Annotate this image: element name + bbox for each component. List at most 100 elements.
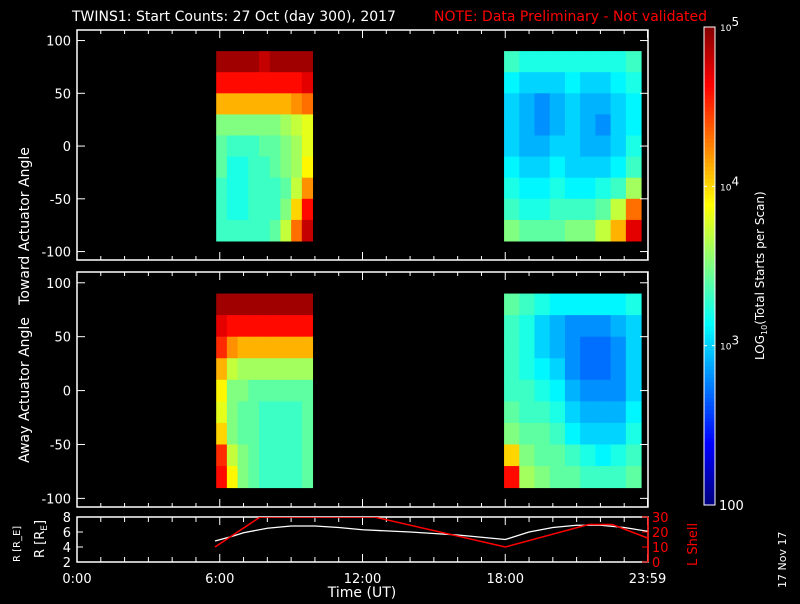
colorbar-segment xyxy=(704,78,715,84)
heatmap-cell xyxy=(269,422,281,445)
colorbar-segment xyxy=(704,497,715,502)
heatmap-cell xyxy=(564,93,581,115)
heatmap-cell xyxy=(259,444,271,467)
colorbar-segment xyxy=(704,369,715,375)
colorbar-segment xyxy=(704,98,715,104)
x-axis-label: Time (UT) xyxy=(327,585,396,600)
heatmap-cell xyxy=(226,72,239,94)
heatmap-cell xyxy=(301,379,314,402)
heatmap-cell xyxy=(534,401,551,424)
heatmap-cell xyxy=(580,358,596,381)
heatmap-cell xyxy=(519,293,536,316)
colorbar-segment xyxy=(704,50,715,56)
heatmap-cell xyxy=(301,444,314,467)
heatmap-cell xyxy=(564,379,581,402)
heatmap-cell xyxy=(291,51,303,73)
colorbar-segment xyxy=(704,293,715,299)
colorbar-segment xyxy=(704,285,715,291)
heatmap-cell xyxy=(269,379,281,402)
colorbar-tick-label: 103 xyxy=(720,334,739,353)
colorbar-segment xyxy=(704,429,715,434)
colorbar-segment xyxy=(704,170,715,175)
colorbar-segment xyxy=(704,106,715,112)
colorbar-segment xyxy=(704,357,715,363)
heatmap-cell xyxy=(534,358,551,381)
heatmap-cell xyxy=(564,135,581,158)
heatmap-cell xyxy=(291,219,303,242)
heatmap-cell xyxy=(291,422,303,445)
heatmap-cell xyxy=(291,358,303,381)
colorbar-segment xyxy=(704,417,715,422)
heatmap-cell xyxy=(564,401,581,424)
heatmap-cell xyxy=(280,315,292,338)
colorbar-segment xyxy=(704,333,715,339)
colorbar-segment xyxy=(704,453,715,458)
colorbar-segment xyxy=(704,114,715,120)
heatmap-cell xyxy=(216,198,228,221)
y-tick-label: 50 xyxy=(54,331,71,346)
heatmap-cell xyxy=(549,114,566,137)
colorbar-segment xyxy=(704,70,715,76)
heatmap-cell xyxy=(269,135,281,158)
heatmap-cell xyxy=(291,401,303,424)
colorbar-segment xyxy=(704,389,715,395)
x-tick-label: 12:00 xyxy=(344,572,381,587)
heatmap-cell xyxy=(580,198,596,221)
heatmap-cell xyxy=(595,466,612,489)
heatmap-cell xyxy=(580,466,596,489)
heatmap-cell xyxy=(280,379,292,402)
colorbar-segment xyxy=(704,401,715,407)
colorbar-segment xyxy=(704,321,715,327)
colorbar-segment xyxy=(704,166,715,171)
heatmap-cell xyxy=(280,177,292,200)
colorbar-segment xyxy=(704,202,715,207)
colorbar-segment xyxy=(704,58,715,64)
colorbar-segment xyxy=(704,214,715,219)
y-tick-label: -100 xyxy=(41,246,71,261)
heatmap-cell xyxy=(237,72,249,94)
colorbar-segment xyxy=(704,194,715,199)
heatmap-cell xyxy=(504,293,520,316)
colorbar-tick-label: 104 xyxy=(720,174,739,193)
heatmap-cell xyxy=(216,293,228,316)
heatmap-cell xyxy=(248,51,260,73)
heatmap-cell xyxy=(564,177,581,200)
heatmap-cell xyxy=(625,93,642,115)
heatmap-cell xyxy=(269,93,281,115)
y-tick-label: 50 xyxy=(54,87,71,102)
heatmap-cell xyxy=(291,72,303,94)
colorbar-segment xyxy=(704,373,715,379)
heatmap-cell xyxy=(226,422,239,445)
heatmap-cell xyxy=(595,72,612,94)
heatmap-cell xyxy=(259,156,271,179)
heatmap-cell xyxy=(269,219,281,242)
heatmap-cell xyxy=(269,358,281,381)
heatmap-cell xyxy=(216,466,228,489)
heatmap-cell xyxy=(610,422,627,445)
tick-exponent: 4 xyxy=(731,174,739,188)
heatmap-cell xyxy=(259,358,271,381)
heatmap-cell xyxy=(595,198,612,221)
heatmap-cell xyxy=(519,177,536,200)
lshell-axis-label: L Shell xyxy=(686,523,701,566)
heatmap-cell xyxy=(519,315,536,338)
heatmap-cell xyxy=(291,293,303,316)
heatmap-cell xyxy=(259,177,271,200)
heatmap-cell xyxy=(519,444,536,467)
heatmap-cell xyxy=(248,198,260,221)
colorbar-segment xyxy=(704,74,715,80)
heatmap-cell xyxy=(280,198,292,221)
heatmap-cell xyxy=(519,156,536,179)
heatmap-cell xyxy=(269,293,281,316)
heatmap-cell xyxy=(625,177,642,200)
heatmap-cell xyxy=(549,422,566,445)
heatmap-cell xyxy=(280,219,292,242)
colorbar-segment xyxy=(704,110,715,116)
heatmap-cell xyxy=(237,93,249,115)
colorbar-segment xyxy=(704,301,715,307)
heatmap-cell xyxy=(269,114,281,137)
heatmap-cell xyxy=(291,198,303,221)
heatmap-cell xyxy=(226,114,239,137)
heatmap-cell xyxy=(280,93,292,115)
tick-exponent: 3 xyxy=(731,334,739,348)
